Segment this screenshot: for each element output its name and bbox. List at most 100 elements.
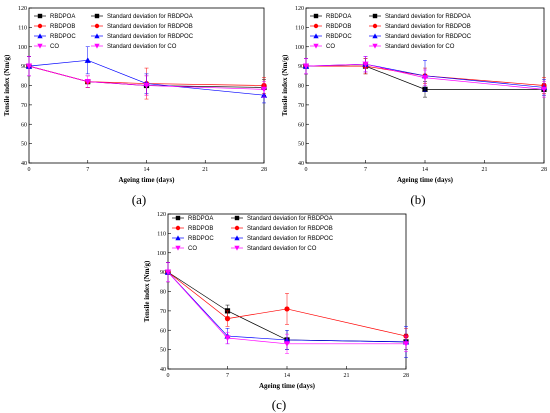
x-tick-label: 21 — [202, 167, 208, 173]
legend-sd-label: Standard deviation for RBDPOC — [247, 236, 334, 242]
series-line — [28, 59, 265, 96]
y-tick-label: 110 — [295, 25, 304, 31]
legend-label: CO — [50, 44, 59, 50]
x-tick-label: 21 — [344, 373, 350, 379]
legend-marker — [175, 225, 181, 231]
legend-marker — [313, 43, 319, 49]
series-line — [28, 65, 265, 90]
legend-marker — [37, 13, 43, 19]
y-tick-label: 80 — [21, 84, 27, 90]
y-tick-label: 50 — [21, 142, 27, 148]
legend-marker — [94, 13, 100, 19]
y-tick-label: 90 — [21, 64, 27, 70]
chart-panel-1: 40 50 60 70 80 90 100 110 120 0 7 14 21 28 Ageing time… — [3, 6, 268, 207]
y-tick-label: 80 — [298, 84, 304, 90]
legend: RBDPOA Standard deviation for RBDPOA RBDPO… — [172, 215, 334, 252]
x-tick-label: 14 — [144, 167, 150, 173]
chart-panel-3: 40 50 60 70 80 90 100 110 120 0 7 14 21 28 Ageing time… — [143, 212, 410, 412]
data-point — [260, 86, 268, 93]
legend-marker — [234, 235, 240, 241]
legend-sd-label: Standard deviation for CO — [247, 246, 317, 252]
x-axis-label: Ageing time (days) — [397, 176, 454, 184]
legend-marker — [313, 23, 319, 29]
data-point — [224, 316, 231, 322]
legend-label: RBDPOC — [326, 34, 352, 40]
legend-marker — [313, 33, 319, 39]
data-point — [164, 269, 172, 276]
data-point — [402, 341, 410, 347]
data-point — [84, 79, 91, 85]
series-line — [305, 63, 545, 90]
x-tick-label: 14 — [422, 167, 428, 173]
legend-sd-label: Standard deviation for CO — [385, 44, 455, 50]
data-point — [284, 306, 290, 312]
legend-sd-label: Standard deviation for RBDPOC — [385, 34, 472, 40]
y-tick-label: 110 — [157, 231, 166, 237]
legend-sd-label: Standard deviation for RBDPOB — [247, 226, 333, 232]
x-tick-label: 0 — [167, 373, 170, 379]
legend-label: RBDPOC — [50, 34, 76, 40]
data-point — [283, 341, 291, 347]
legend-sd-label: Standard deviation for RBDPOA — [247, 216, 333, 222]
legend-label: CO — [188, 246, 197, 252]
legend-marker — [175, 245, 181, 251]
y-tick-label: 40 — [160, 367, 166, 373]
series-co — [164, 262, 410, 354]
legend-sd-label: Standard deviation for RBDPOA — [385, 14, 471, 20]
y-axis-label: Tensile index (Nm/g) — [3, 54, 11, 116]
legend-marker — [372, 23, 378, 29]
legend-marker — [175, 215, 181, 221]
y-axis-label: Tensile index (Nm/g) — [143, 260, 151, 322]
legend-marker — [37, 33, 43, 39]
series-line — [167, 271, 407, 343]
legend-sd-label: Standard deviation for RBDPOB — [107, 24, 193, 30]
x-tick-label: 7 — [86, 167, 89, 173]
y-tick-label: 100 — [295, 45, 304, 51]
data-point — [143, 82, 150, 89]
x-tick-label: 21 — [482, 167, 488, 173]
legend-marker — [372, 43, 378, 49]
legend-marker — [94, 43, 100, 49]
x-tick-label: 28 — [403, 373, 409, 379]
series-line — [167, 271, 406, 345]
panel-label: (a) — [132, 192, 146, 207]
legend-sd-label: Standard deviation for RBDPOC — [107, 34, 194, 40]
legend-marker — [234, 245, 240, 251]
legend-label: RBDPOB — [188, 226, 213, 232]
legend-sd-label: Standard deviation for CO — [107, 44, 177, 50]
x-tick-label: 28 — [261, 167, 267, 173]
series-co — [302, 56, 548, 98]
chart-panel-2: 40 50 60 70 80 90 100 110 120 0 7 14 21 28 Ageing time… — [281, 6, 548, 207]
x-tick-label: 7 — [364, 167, 367, 173]
y-tick-label: 100 — [157, 251, 166, 257]
x-tick-label: 14 — [284, 373, 290, 379]
y-tick-label: 50 — [298, 142, 304, 148]
data-point — [421, 75, 429, 81]
y-tick-label: 90 — [160, 270, 166, 276]
y-tick-label: 90 — [298, 64, 304, 70]
y-tick-label: 120 — [18, 6, 27, 12]
legend-label: RBDPOB — [326, 24, 351, 30]
legend-label: RBDPOA — [50, 14, 75, 20]
y-axis-label: Tensile index (Nm/g) — [281, 54, 289, 116]
data-point — [224, 335, 231, 342]
y-tick-label: 80 — [160, 290, 166, 296]
y-tick-label: 40 — [21, 161, 27, 167]
data-point — [302, 63, 310, 70]
y-tick-label: 120 — [157, 212, 166, 218]
legend-marker — [234, 215, 240, 221]
legend-sd-label: Standard deviation for RBDPOB — [385, 24, 471, 30]
legend-marker — [313, 13, 319, 19]
y-tick-label: 50 — [160, 348, 166, 354]
y-tick-label: 60 — [21, 122, 27, 128]
y-tick-label: 120 — [295, 6, 304, 12]
panel-label: (c) — [272, 397, 286, 412]
x-tick-label: 0 — [28, 167, 31, 173]
series-line — [167, 271, 407, 337]
x-tick-label: 0 — [305, 167, 308, 173]
x-axis-label: Ageing time (days) — [259, 382, 316, 390]
legend-label: RBDPOB — [50, 24, 75, 30]
legend-sd-label: Standard deviation for RBDPOA — [107, 14, 193, 20]
legend-marker — [372, 33, 378, 39]
